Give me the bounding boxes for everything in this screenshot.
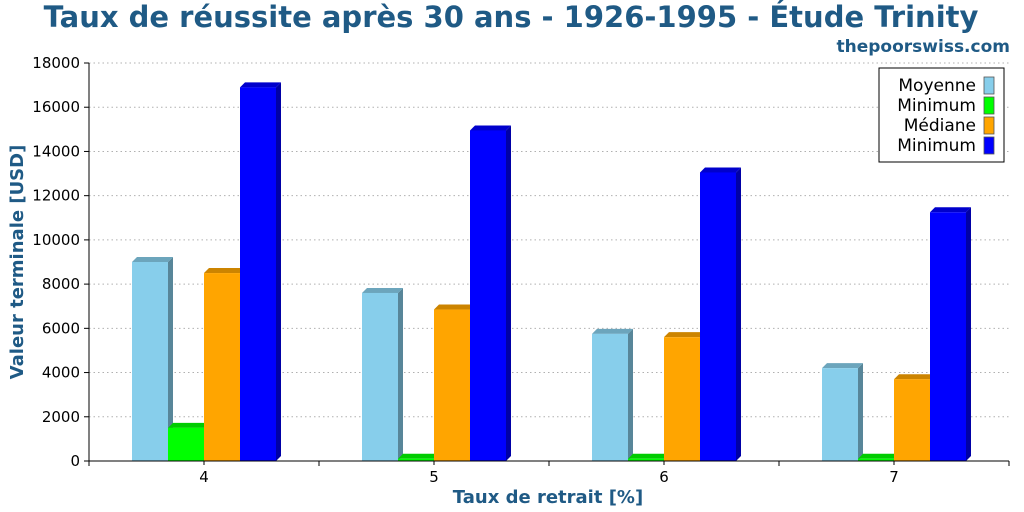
bar (204, 268, 245, 461)
y-tick-label: 18000 (32, 54, 80, 72)
bar (240, 82, 281, 462)
bar-side (506, 125, 511, 461)
bar (894, 374, 935, 461)
bar-face (240, 87, 276, 462)
bar (362, 287, 403, 461)
legend-swatch (983, 136, 995, 155)
bar-top (664, 332, 705, 338)
bar-top (592, 328, 633, 334)
bar-top (362, 287, 403, 293)
bar-side (276, 82, 281, 462)
bar (132, 257, 173, 461)
bar-face (398, 458, 434, 461)
bar-face (628, 458, 664, 461)
bar-top (628, 453, 669, 459)
bar (470, 125, 511, 461)
legend-swatch (983, 76, 995, 95)
legend-label: Minimum (897, 136, 976, 156)
bars (132, 82, 971, 462)
bar-top (240, 82, 281, 88)
bar-side (398, 287, 403, 461)
y-tick-label: 2000 (42, 408, 80, 426)
bar (700, 167, 741, 461)
legend-swatch (983, 116, 995, 135)
x-tick-label: 4 (199, 468, 209, 486)
legend-label: Médiane (904, 116, 976, 136)
y-tick-label: 12000 (32, 187, 80, 205)
bar-top (930, 207, 971, 213)
y-tick-label: 6000 (42, 319, 80, 337)
bar-face (700, 172, 736, 461)
y-tick-label: 0 (70, 452, 80, 470)
chart-subtitle: thepoorswiss.com (837, 37, 1011, 57)
x-tick-label: 5 (429, 468, 439, 486)
bar-top (858, 453, 899, 459)
y-tick-label: 4000 (42, 364, 80, 382)
legend-label: Moyenne (898, 76, 976, 96)
bar-face (858, 458, 894, 461)
x-tick-label: 7 (889, 468, 899, 486)
bar-side (628, 328, 633, 461)
bar-side (858, 363, 863, 461)
bar-top (700, 167, 741, 173)
x-axis-title: Taux de retrait [%] (453, 487, 643, 508)
bar-face (434, 309, 470, 461)
y-tick-label: 8000 (42, 275, 80, 293)
bar (664, 332, 705, 461)
bar-face (204, 273, 240, 461)
bar (434, 304, 475, 461)
bar-top (398, 453, 439, 459)
bar-top (470, 125, 511, 131)
bar (592, 328, 633, 461)
bar-face (930, 212, 966, 461)
bar-face (470, 130, 506, 461)
bar (822, 363, 863, 461)
y-tick-label: 16000 (32, 98, 80, 116)
bar-top (168, 422, 209, 428)
x-tick-label: 6 (659, 468, 669, 486)
bar (858, 453, 899, 461)
bar-side (966, 207, 971, 461)
bar-face (664, 337, 700, 461)
bar-top (434, 304, 475, 310)
bar-face (168, 427, 204, 461)
bar-side (736, 167, 741, 461)
y-tick-label: 14000 (32, 142, 80, 160)
bar-face (894, 379, 930, 461)
y-tick-label: 10000 (32, 231, 80, 249)
bar (398, 453, 439, 461)
bar (930, 207, 971, 461)
bar-top (894, 374, 935, 380)
legend-swatch (983, 96, 995, 115)
axes: 0 2000 4000 6000 8000 10000 12000 14000 16000 180… (32, 54, 1010, 486)
bar (628, 453, 669, 461)
bar-top (132, 257, 173, 262)
legend-box (878, 67, 1005, 163)
bar (168, 422, 209, 461)
bar-side (168, 257, 173, 461)
chart-title: Taux de réussite après 30 ans - 1926-199… (44, 0, 979, 34)
y-axis-title: Valeur terminale [USD] (7, 145, 28, 380)
bar-top (204, 268, 245, 274)
bar-face (822, 368, 858, 461)
bar-top (822, 363, 863, 369)
legend-label: Minimum (897, 96, 976, 116)
bar-face (132, 262, 168, 461)
bar-face (362, 292, 398, 461)
bar-face (592, 333, 628, 461)
